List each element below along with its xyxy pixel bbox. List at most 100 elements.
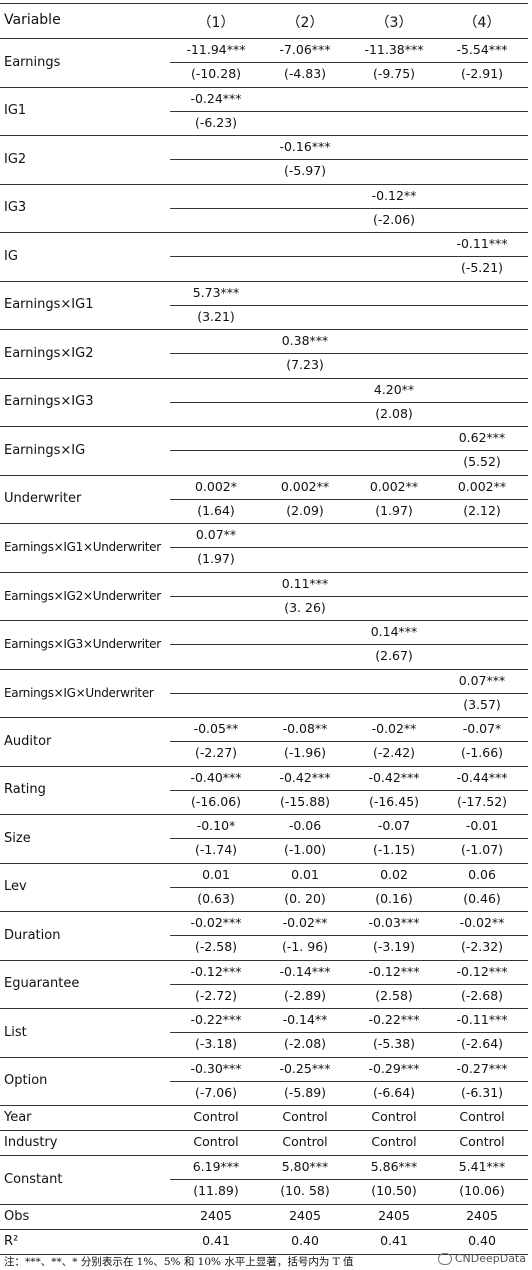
coef-value: -0.14** bbox=[282, 1012, 328, 1027]
control-value: 0.41 bbox=[380, 1232, 408, 1248]
inner-divider bbox=[170, 110, 528, 112]
t-value: (2.09) bbox=[286, 502, 324, 518]
row-label: Year bbox=[4, 1110, 32, 1125]
row-divider bbox=[0, 959, 528, 961]
coef-value: 0.002** bbox=[280, 478, 330, 494]
t-value: (1.97) bbox=[375, 502, 413, 518]
coef-value: -0.12** bbox=[371, 187, 417, 203]
t-value: (-7.06) bbox=[194, 1084, 238, 1100]
row-divider bbox=[0, 814, 528, 815]
coef-value: -11.94*** bbox=[186, 42, 246, 57]
control-value: Control bbox=[282, 1134, 328, 1149]
header-col-3: （3） bbox=[375, 15, 413, 31]
row-label: Underwriter bbox=[4, 491, 82, 507]
coef-value: 0.01 bbox=[202, 866, 230, 882]
t-value: (-2.42) bbox=[372, 745, 416, 760]
t-value: (10.06) bbox=[459, 1183, 505, 1198]
inner-divider bbox=[170, 838, 528, 839]
t-value: (-3.19) bbox=[372, 939, 416, 954]
t-value: (-1. 96) bbox=[281, 939, 329, 954]
control-value: 2405 bbox=[466, 1207, 498, 1223]
coef-value: 5.41*** bbox=[458, 1159, 506, 1174]
inner-divider bbox=[170, 595, 528, 597]
top-rule bbox=[0, 3, 528, 4]
control-value: Control bbox=[371, 1134, 417, 1149]
t-value: (-15.88) bbox=[279, 793, 331, 809]
coef-value: 0.38*** bbox=[281, 333, 329, 348]
coef-value: 0.07** bbox=[195, 527, 237, 542]
row-label: Earnings×IG3 bbox=[4, 394, 94, 410]
coef-value: -0.29*** bbox=[368, 1060, 420, 1076]
row-divider bbox=[0, 765, 528, 767]
t-value: (-6.64) bbox=[372, 1084, 416, 1100]
row-label: Constant bbox=[4, 1171, 63, 1187]
t-value: (0. 20) bbox=[284, 890, 326, 906]
coef-value: -0.42*** bbox=[368, 769, 420, 785]
t-value: (3.57) bbox=[463, 696, 501, 712]
t-value: (2.08) bbox=[375, 405, 413, 421]
coef-value: -0.40*** bbox=[190, 769, 242, 785]
coef-value: -0.02** bbox=[459, 915, 505, 930]
t-value: (-16.06) bbox=[190, 793, 242, 809]
coef-value: -0.07* bbox=[462, 721, 502, 736]
coef-value: 0.01 bbox=[291, 866, 319, 882]
t-value: (-6.23) bbox=[194, 114, 238, 130]
control-value: 0.40 bbox=[291, 1232, 319, 1248]
inner-divider bbox=[170, 353, 528, 354]
header-rule bbox=[0, 38, 528, 39]
t-value: (-1.96) bbox=[283, 745, 327, 760]
coef-value: -0.27*** bbox=[456, 1060, 508, 1076]
t-value: (2.67) bbox=[375, 648, 413, 663]
t-value: (-2.64) bbox=[460, 1036, 504, 1051]
t-value: (-10.28) bbox=[190, 66, 242, 81]
inner-divider bbox=[170, 1179, 528, 1180]
table-note: 注：***、**、* 分别表示在 1%、5% 和 10% 水平上显著，括号内为 … bbox=[4, 1256, 354, 1268]
row-label: Earnings×IG3×Underwriter bbox=[4, 637, 161, 652]
coef-value: -0.08** bbox=[282, 721, 328, 736]
watermark: CNDeepData bbox=[437, 1252, 526, 1265]
t-value: (-4.83) bbox=[283, 66, 327, 81]
inner-divider bbox=[170, 983, 528, 985]
t-value: (-2.58) bbox=[194, 939, 238, 954]
coef-value: 0.11*** bbox=[281, 575, 329, 591]
coef-value: -0.12*** bbox=[456, 963, 508, 979]
row-label: Lev bbox=[4, 879, 27, 895]
row-label: Auditor bbox=[4, 733, 52, 749]
row-divider bbox=[0, 474, 528, 476]
inner-divider bbox=[170, 401, 528, 403]
header-variable: Variable bbox=[4, 12, 61, 28]
coef-value: -0.22*** bbox=[368, 1012, 420, 1027]
t-value: (2.58) bbox=[375, 987, 413, 1003]
t-value: (-2.72) bbox=[194, 987, 238, 1003]
row-divider bbox=[0, 183, 528, 185]
row-label: Option bbox=[4, 1073, 48, 1089]
row-label: IG2 bbox=[4, 151, 27, 167]
row-label: Eguarantee bbox=[4, 976, 80, 992]
inner-divider bbox=[170, 207, 528, 209]
inner-divider bbox=[170, 1032, 528, 1033]
row-label: Rating bbox=[4, 782, 46, 798]
coef-value: -0.25*** bbox=[279, 1060, 331, 1076]
row-label: List bbox=[4, 1024, 27, 1040]
control-value: Control bbox=[459, 1109, 505, 1124]
coef-value: -0.11*** bbox=[456, 1012, 508, 1027]
coef-value: -11.38*** bbox=[364, 42, 424, 57]
row-divider bbox=[0, 717, 528, 718]
t-value: (10. 58) bbox=[280, 1183, 330, 1198]
t-value: (-1.74) bbox=[194, 842, 238, 857]
row-divider bbox=[0, 1105, 528, 1106]
t-value: (-2.68) bbox=[460, 987, 504, 1003]
t-value: (-6.31) bbox=[460, 1084, 504, 1100]
t-value: (0.63) bbox=[197, 890, 235, 906]
inner-divider bbox=[170, 159, 528, 160]
coef-value: -0.42*** bbox=[279, 769, 331, 785]
inner-divider bbox=[170, 256, 528, 257]
coef-value: -0.06 bbox=[288, 818, 322, 833]
row-label: Earnings×IG×Underwriter bbox=[4, 685, 154, 700]
coef-value: -0.10* bbox=[196, 818, 236, 833]
row-divider bbox=[0, 862, 528, 864]
coef-value: -7.06*** bbox=[279, 42, 331, 57]
t-value: (1.64) bbox=[197, 502, 235, 518]
row-divider bbox=[0, 1008, 528, 1009]
row-divider bbox=[0, 571, 528, 573]
